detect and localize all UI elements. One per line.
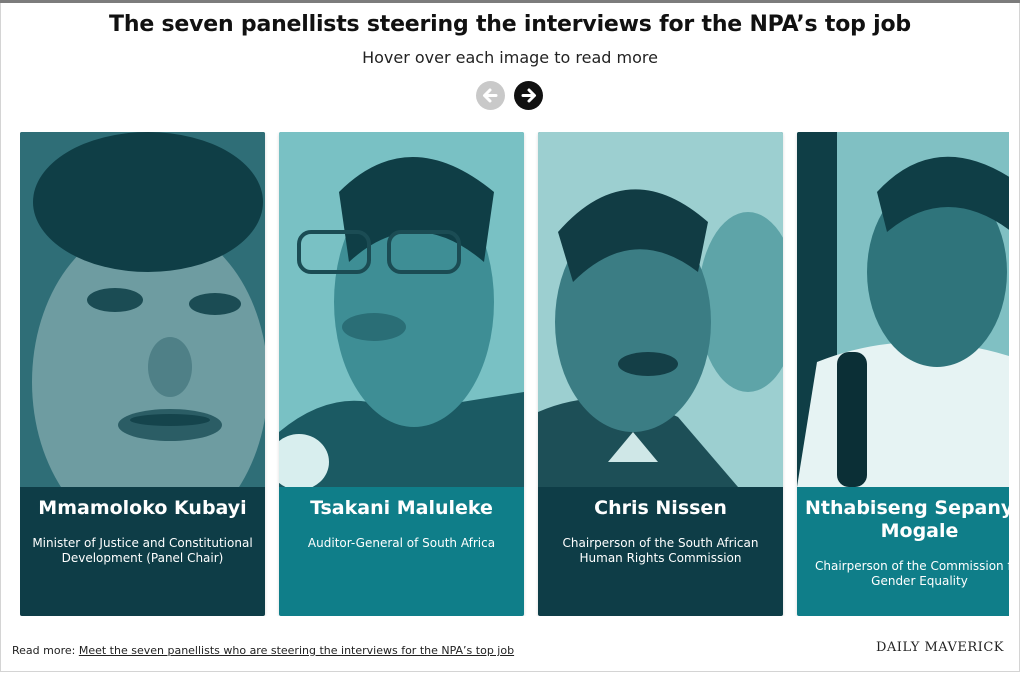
arrow-left-icon: [483, 88, 498, 103]
panellist-role: Chairperson of the South African Human R…: [562, 536, 759, 565]
panellist-name: Mmamoloko Kubayi: [38, 497, 247, 519]
panellist-card[interactable]: Tsakani Maluleke Auditor-General of Sout…: [279, 132, 524, 616]
panellist-info: Tsakani Maluleke Auditor-General of Sout…: [279, 487, 524, 616]
page-subtitle: Hover over each image to read more: [362, 48, 658, 67]
top-rule: [0, 0, 1020, 3]
daily-maverick-logo[interactable]: DAILY MAVERICK: [876, 640, 1004, 655]
panellist-name: Nthabiseng Sepanya-Mogale: [805, 497, 1009, 542]
read-more: Read more: Meet the seven panellists who…: [12, 644, 514, 657]
panellist-info: Chris Nissen Chairperson of the South Af…: [538, 487, 783, 616]
page-title: The seven panellists steering the interv…: [109, 12, 911, 37]
panellist-card[interactable]: Nthabiseng Sepanya-Mogale Chairperson of…: [797, 132, 1009, 616]
panellist-info: Mmamoloko Kubayi Minister of Justice and…: [20, 487, 265, 616]
panellist-photo: [797, 132, 1009, 487]
panellist-photo: [20, 132, 265, 487]
panellist-card[interactable]: Mmamoloko Kubayi Minister of Justice and…: [20, 132, 265, 616]
panellist-carousel[interactable]: Mmamoloko Kubayi Minister of Justice and…: [20, 132, 1009, 616]
panellist-photo: [538, 132, 783, 487]
panellist-name: Chris Nissen: [594, 497, 727, 519]
panellist-role: Chairperson of the Commission for Gender…: [815, 559, 1009, 588]
panellist-photo: [279, 132, 524, 487]
next-button[interactable]: [514, 81, 543, 110]
prev-button[interactable]: [476, 81, 505, 110]
panellist-info: Nthabiseng Sepanya-Mogale Chairperson of…: [797, 487, 1009, 616]
panellist-role: Minister of Justice and Constitutional D…: [32, 536, 253, 565]
panellist-role: Auditor-General of South Africa: [307, 536, 496, 550]
panellist-name: Tsakani Maluleke: [310, 497, 493, 519]
read-more-link[interactable]: Meet the seven panellists who are steeri…: [78, 644, 515, 657]
panellist-card[interactable]: Chris Nissen Chairperson of the South Af…: [538, 132, 783, 616]
read-more-prefix: Read more:: [12, 644, 76, 657]
arrow-right-icon: [521, 88, 536, 103]
